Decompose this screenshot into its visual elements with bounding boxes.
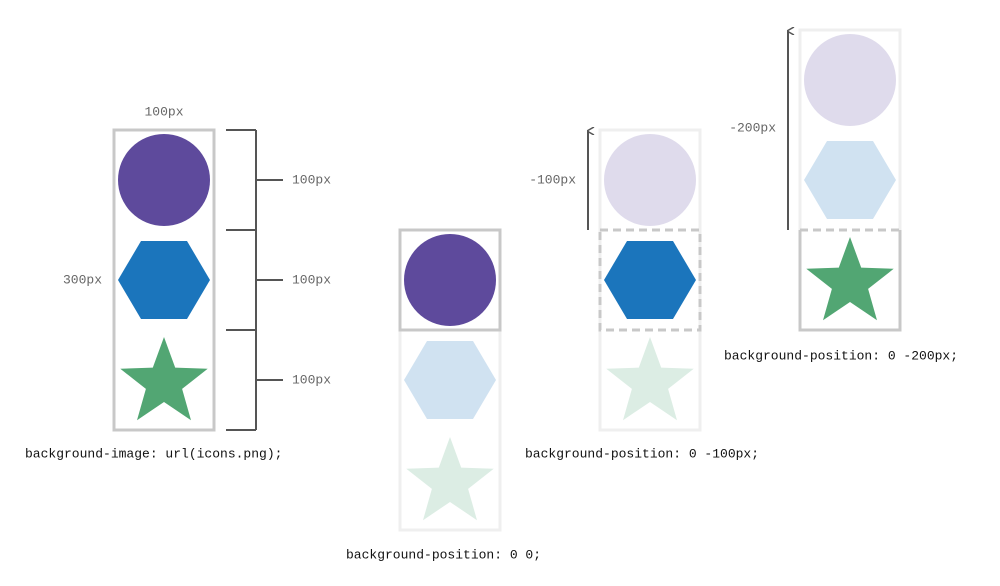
caption: background-position: 0 -200px; [724, 348, 958, 363]
caption: background-image: url(icons.png); [25, 446, 282, 461]
height-label: 300px [63, 272, 102, 287]
segment-label: 100px [292, 272, 331, 287]
viewport [398, 228, 502, 332]
position-zero: background-position: 0 0; [346, 228, 541, 562]
bracket [226, 129, 283, 431]
circle-icon [604, 134, 696, 226]
width-label: 100px [144, 104, 183, 119]
position-minus-100: -100px background-position: 0 -100px; [525, 130, 759, 461]
caption: background-position: 0 0; [346, 547, 541, 562]
circle-icon [404, 234, 496, 326]
hexagon-icon [604, 241, 696, 319]
star-icon [120, 337, 208, 421]
sprite-source: 100px 300px 100px 100px 100px background… [25, 104, 331, 461]
hexagon-icon [118, 241, 210, 319]
offset-label: -200px [729, 120, 776, 135]
star-icon [406, 437, 494, 521]
viewport [598, 228, 702, 332]
position-minus-200: -200px background-position: 0 -200px; [724, 30, 958, 363]
sprite-frame [112, 128, 216, 432]
caption: background-position: 0 -100px; [525, 446, 759, 461]
hexagon-icon [404, 341, 496, 419]
offset-label: -100px [529, 172, 576, 187]
segment-label: 100px [292, 372, 331, 387]
circle-icon [118, 134, 210, 226]
hexagon-icon [804, 141, 896, 219]
circle-icon [804, 34, 896, 126]
viewport [798, 230, 902, 332]
star-icon [606, 337, 694, 421]
segment-label: 100px [292, 172, 331, 187]
star-icon [806, 237, 894, 321]
